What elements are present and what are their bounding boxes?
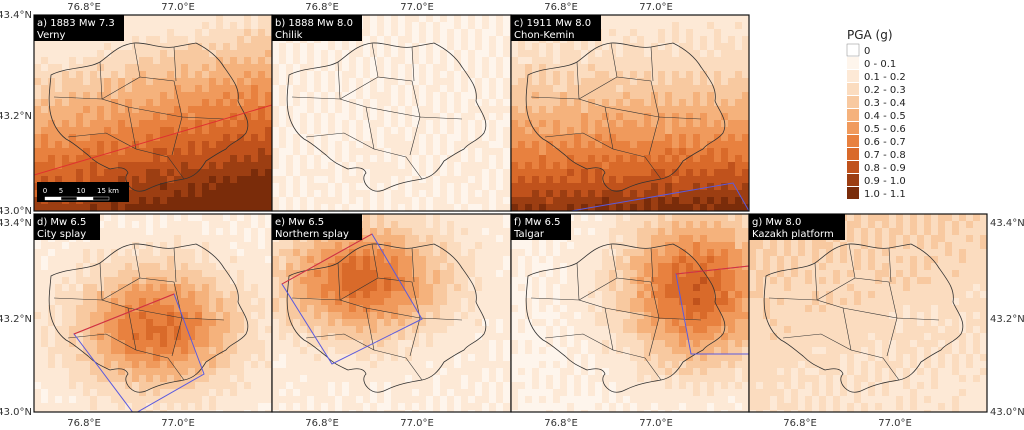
legend-swatch xyxy=(847,187,859,199)
legend-swatch xyxy=(847,161,859,173)
top-axis: 76.8°E 77.0°E 76.8°E 77.0°E 76.8°E 77.0°… xyxy=(67,2,673,13)
panel-title: g) Mw 8.0 xyxy=(752,217,801,228)
lon-tick: 77.0°E xyxy=(400,2,434,13)
legend-label: 0.6 - 0.7 xyxy=(864,137,906,148)
fault-trace xyxy=(570,182,749,211)
legend-swatch xyxy=(847,57,859,69)
legend-swatch xyxy=(847,70,859,82)
legend-swatch xyxy=(847,109,859,121)
lat-tick: 43.4°N xyxy=(0,10,32,21)
bottom-axis: 76.8°E 77.0°E 76.8°E 77.0°E 76.8°E 77.0°… xyxy=(67,418,912,429)
panel-subtitle: Chilik xyxy=(275,30,303,41)
legend-label: 0.4 - 0.5 xyxy=(864,111,906,122)
panel-frame xyxy=(510,14,750,212)
panel-title: d) Mw 6.5 xyxy=(37,217,86,228)
panel-title: c) 1911 Mw 8.0 xyxy=(514,18,591,29)
legend-swatch xyxy=(847,96,859,108)
right-axis: 43.4°N 43.2°N 43.0°N xyxy=(990,218,1024,418)
panel-title: a) 1883 Mw 7.3 xyxy=(37,18,115,29)
lon-tick: 77.0°E xyxy=(161,2,195,13)
legend-label: 0.9 - 1.0 xyxy=(864,176,906,187)
lon-tick: 77.0°E xyxy=(161,418,195,429)
legend-label: 0.1 - 0.2 xyxy=(864,72,906,83)
panel-subtitle: Talgar xyxy=(513,229,545,240)
lat-tick: 43.4°N xyxy=(990,218,1024,229)
lon-tick: 77.0°E xyxy=(639,418,673,429)
lon-tick: 76.8°E xyxy=(544,418,578,429)
lon-tick: 76.8°E xyxy=(67,418,101,429)
lon-tick: 76.8°E xyxy=(544,2,578,13)
left-axis: 43.4°N 43.2°N 43.0°N 43.4°N 43.2°N 43.0°… xyxy=(0,10,32,418)
lat-tick: 43.2°N xyxy=(0,111,32,122)
lon-tick: 76.8°E xyxy=(783,418,817,429)
lat-tick: 43.2°N xyxy=(0,314,32,325)
panel-frame xyxy=(748,213,988,413)
legend-title: PGA (g) xyxy=(847,28,893,42)
lat-tick: 43.0°N xyxy=(0,407,32,418)
panel-subtitle: City splay xyxy=(37,229,86,240)
legend-label: 0.8 - 0.9 xyxy=(864,163,906,174)
fault-trace xyxy=(675,265,749,355)
legend-label: 0.7 - 0.8 xyxy=(864,150,906,161)
panel-subtitle: Northern splay xyxy=(275,229,349,240)
legend-label: 1.0 - 1.1 xyxy=(864,189,906,200)
lat-tick: 43.0°N xyxy=(0,206,32,217)
scale-label: 0 xyxy=(43,187,47,195)
pga-legend: PGA (g) 0 0 - 0.1 0.1 - 0.2 0.2 - 0.3 0.3 - … xyxy=(846,28,906,200)
lon-tick: 77.0°E xyxy=(878,418,912,429)
lat-tick: 43.0°N xyxy=(990,407,1024,418)
lon-tick: 76.8°E xyxy=(305,2,339,13)
fault-trace xyxy=(281,233,423,365)
legend-swatch xyxy=(847,83,859,95)
fault-trace xyxy=(73,293,205,412)
legend-swatch xyxy=(847,148,859,160)
legend-label: 0.5 - 0.6 xyxy=(864,124,906,135)
legend-label: 0.2 - 0.3 xyxy=(864,85,906,96)
lon-tick: 77.0°E xyxy=(639,2,673,13)
panel-title: b) 1888 Mw 8.0 xyxy=(275,18,353,29)
panel-subtitle: Kazakh platform xyxy=(752,229,834,240)
lon-tick: 77.0°E xyxy=(400,418,434,429)
scale-label: 10 xyxy=(77,187,86,195)
lon-tick: 76.8°E xyxy=(305,418,339,429)
fault-trace xyxy=(34,104,272,176)
legend-label: 0 xyxy=(864,46,870,57)
panel-subtitle: Chon-Kemin xyxy=(514,30,574,41)
lon-tick: 76.8°E xyxy=(67,2,101,13)
legend-label: 0.3 - 0.4 xyxy=(864,98,906,109)
lat-tick: 43.4°N xyxy=(0,218,32,229)
panel-title: e) Mw 6.5 xyxy=(275,217,324,228)
legend-label: 0 - 0.1 xyxy=(864,59,896,70)
legend-swatch xyxy=(847,122,859,134)
lat-tick: 43.2°N xyxy=(990,314,1024,325)
scale-bar: 0 5 10 15 km xyxy=(37,182,129,202)
legend-swatch xyxy=(847,135,859,147)
scale-label: 5 xyxy=(59,187,63,195)
legend-swatch xyxy=(847,174,859,186)
scale-label: 15 km xyxy=(97,187,119,195)
panel-subtitle: Verny xyxy=(37,30,65,41)
panel-title: f) Mw 6.5 xyxy=(514,217,561,228)
legend-swatch xyxy=(846,43,860,57)
